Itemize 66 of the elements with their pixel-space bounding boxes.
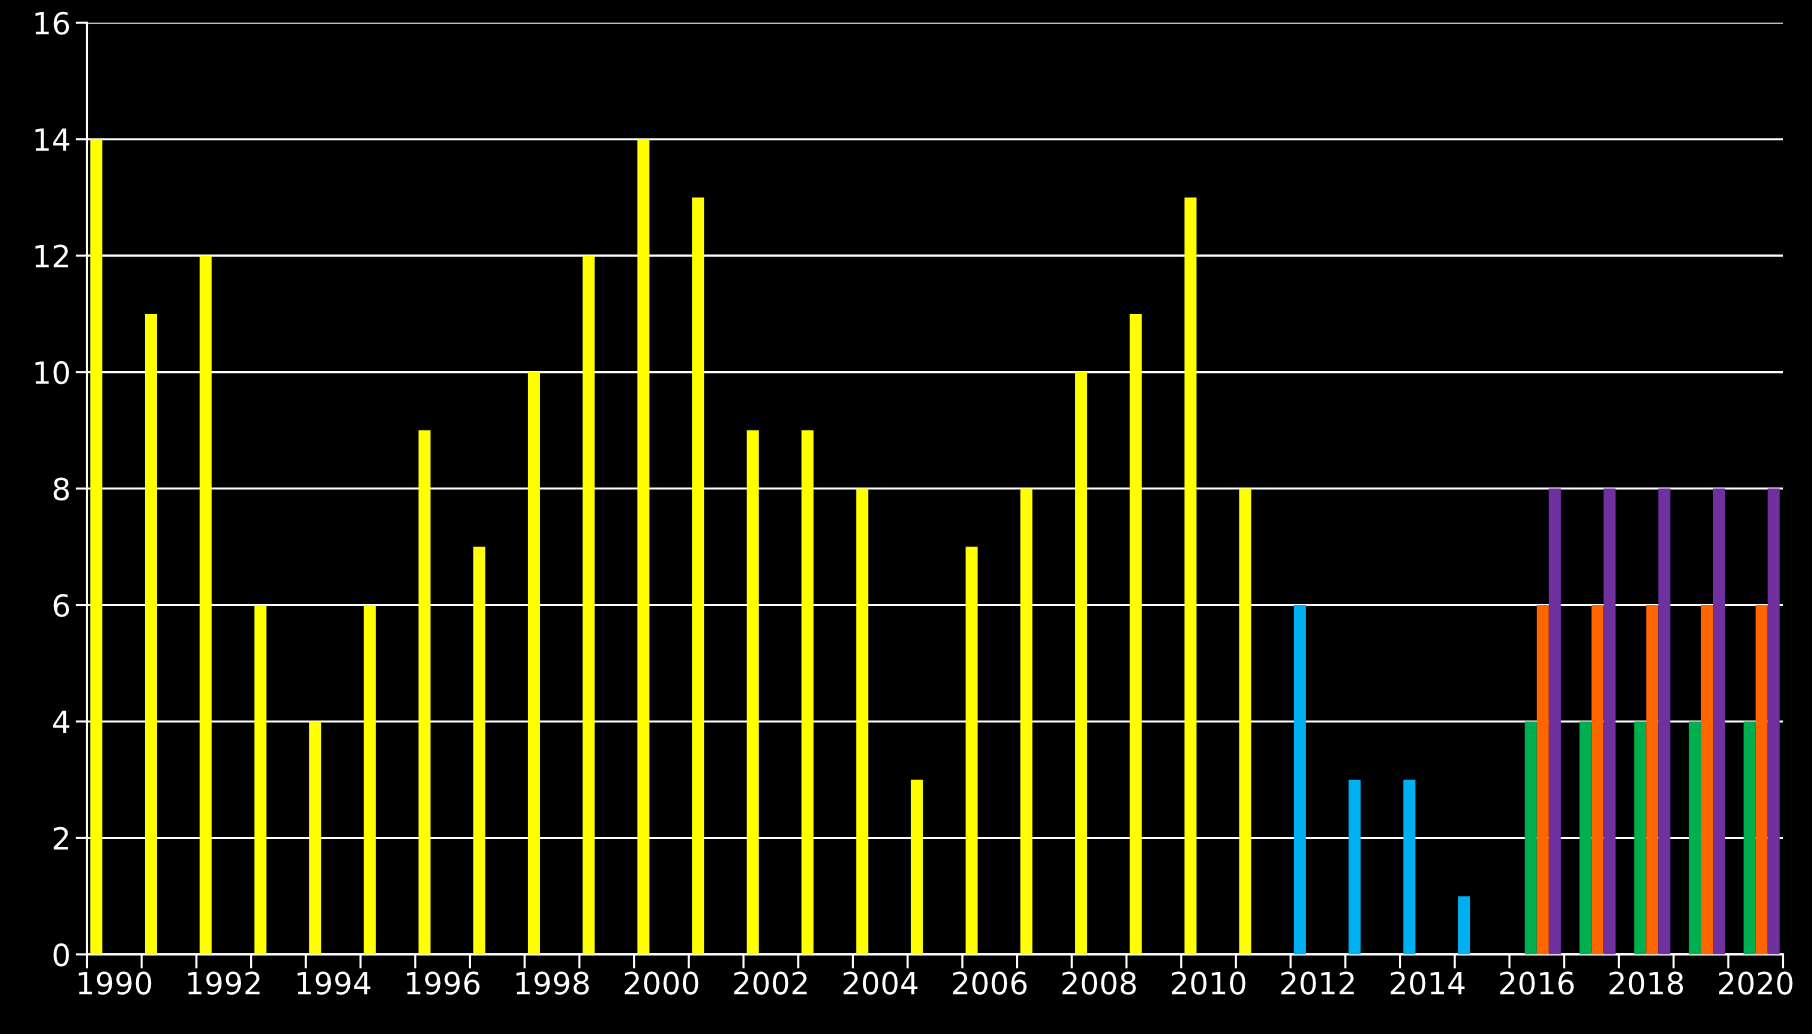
bar: [856, 488, 869, 955]
bar: [363, 605, 376, 955]
x-tick-label: 2006: [953, 971, 1027, 995]
x-tick-label: 1990: [78, 971, 152, 995]
bar: [910, 779, 923, 955]
y-tick-label: 0: [53, 943, 69, 967]
bar: [1688, 721, 1701, 955]
y-tick-label: 8: [53, 477, 69, 501]
y-tick-label: 14: [35, 128, 70, 151]
bar: [1700, 605, 1713, 955]
bar: [1239, 488, 1252, 955]
x-tick-label: 1998: [516, 971, 589, 995]
bar: [1712, 488, 1726, 955]
bar: [473, 546, 486, 955]
x-tick-label: 1996: [407, 971, 480, 995]
bar: [1293, 605, 1306, 955]
bar: [1743, 721, 1756, 955]
bar: [1755, 605, 1768, 955]
x-tick-label: 1992: [188, 971, 260, 995]
bar: [1767, 488, 1780, 955]
bar: [965, 546, 978, 955]
y-tick-label: 12: [35, 244, 68, 268]
x-tick-label: 2002: [734, 971, 807, 995]
y-tick-label: 4: [53, 710, 70, 734]
bar: [1658, 488, 1671, 955]
y-tick-label: 6: [53, 593, 70, 618]
bar: [418, 430, 431, 955]
bar: [1348, 779, 1361, 955]
bar: [1020, 488, 1033, 955]
y-tick-label: 2: [53, 826, 68, 850]
bar: [1579, 721, 1592, 955]
bar: [144, 313, 158, 955]
bar: [637, 139, 650, 955]
bar: [1646, 605, 1659, 955]
x-tick-label: 1994: [297, 971, 371, 995]
bar: [746, 430, 759, 955]
x-tick-label: 2000: [624, 971, 699, 995]
x-tick-label: 2014: [1390, 971, 1465, 995]
bar: [254, 605, 267, 955]
bar: [1129, 313, 1142, 955]
bar: [1524, 721, 1537, 955]
bar: [1591, 605, 1604, 955]
y-tick-label: 10: [35, 361, 69, 385]
x-tick-label: 2012: [1281, 971, 1354, 995]
bar: [1458, 896, 1471, 955]
bar: [692, 197, 705, 955]
y-tick-label: 16: [35, 11, 70, 35]
bar: [1548, 488, 1561, 955]
bar: [1075, 372, 1088, 955]
bar: [1536, 605, 1549, 955]
bar: [90, 139, 103, 955]
bar: [527, 372, 540, 955]
bar: [309, 721, 322, 955]
bar: [1403, 779, 1416, 955]
x-tick-label: 2008: [1062, 971, 1136, 995]
x-tick-label: 2018: [1609, 971, 1684, 995]
bar: [1184, 197, 1197, 955]
bar: [1603, 488, 1616, 955]
bar: [582, 255, 595, 955]
x-tick-label: 2004: [843, 971, 918, 995]
bar: [1634, 721, 1647, 955]
bar: [801, 430, 814, 955]
x-tick-label: 2016: [1500, 971, 1574, 995]
bar: [199, 255, 212, 955]
x-tick-label: 2010: [1171, 971, 1246, 995]
x-tick-label: 2020: [1719, 971, 1793, 995]
